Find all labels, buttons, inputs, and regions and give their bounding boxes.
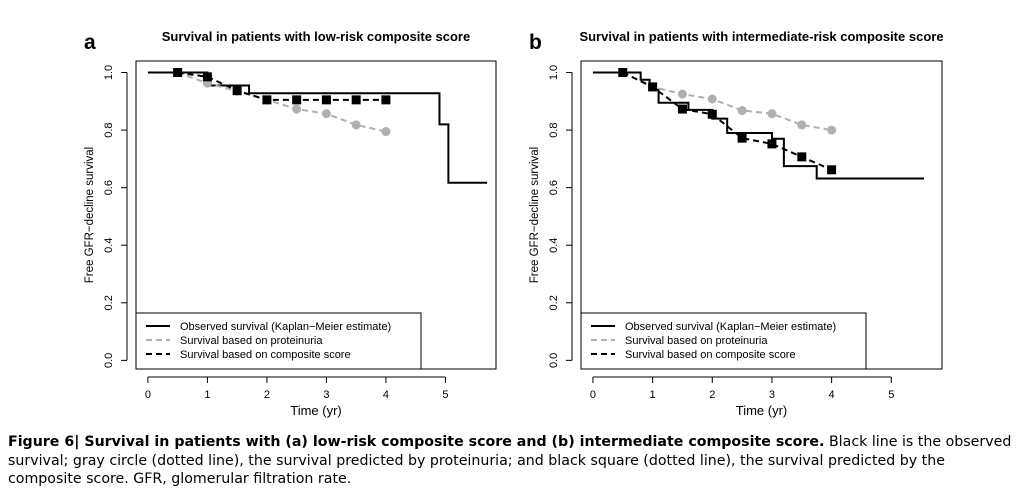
proteinuria-point <box>707 94 717 104</box>
x-tick-label: 0 <box>145 389 151 401</box>
y-axis-label: Free GFR−decline survival <box>529 147 541 283</box>
x-axis-label: Time (yr) <box>736 403 788 418</box>
figure-caption: Figure 6| Survival in patients with (a) … <box>8 433 1013 489</box>
proteinuria-point <box>737 106 747 116</box>
y-axis-label: Free GFR−decline survival <box>84 147 96 283</box>
x-axis-label: Time (yr) <box>290 403 342 418</box>
y-tick-label: 0.2 <box>548 295 560 310</box>
proteinuria-point <box>827 125 837 135</box>
legend-label: Survival based on proteinuria <box>625 335 768 347</box>
legend: Observed survival (Kaplan−Meier estimate… <box>580 312 867 370</box>
series-proteinuria-line <box>622 71 832 132</box>
x-tick-label: 4 <box>383 389 389 401</box>
composite-point <box>232 86 242 96</box>
composite-point <box>173 68 183 78</box>
composite-point <box>797 152 807 162</box>
series-composite-line <box>177 71 386 101</box>
y-tick-label: 0.6 <box>548 180 560 195</box>
proteinuria-point <box>381 127 391 137</box>
proteinuria-point <box>677 89 687 99</box>
y-tick-label: 0.0 <box>103 353 115 368</box>
x-tick-label: 1 <box>650 389 656 401</box>
proteinuria-point <box>767 109 777 119</box>
composite-point <box>321 95 331 105</box>
composite-point <box>677 104 687 114</box>
y-tick-label: 1.0 <box>548 65 560 80</box>
composite-point <box>827 165 837 175</box>
composite-point <box>707 109 717 119</box>
x-tick-label: 3 <box>769 389 775 401</box>
proteinuria-point <box>321 109 331 119</box>
composite-point <box>381 95 391 105</box>
legend-box <box>135 312 422 370</box>
y-tick-label: 0.0 <box>548 353 560 368</box>
composite-point <box>618 68 628 78</box>
x-tick-label: 5 <box>888 389 894 401</box>
legend-box <box>580 312 867 370</box>
x-tick-label: 5 <box>442 389 448 401</box>
y-tick-label: 0.4 <box>548 238 560 253</box>
x-tick-label: 2 <box>264 389 270 401</box>
chart-panel-b: b Survival in patients with intermediate-… <box>529 29 944 418</box>
legend-label: Survival based on composite score <box>625 349 796 361</box>
y-tick-label: 1.0 <box>103 65 115 80</box>
composite-point <box>737 133 747 143</box>
x-tick-label: 1 <box>204 389 210 401</box>
figure: a Survival in patients with low-risk comp… <box>84 29 944 418</box>
chart-title: Survival in patients with intermediate-r… <box>579 29 943 44</box>
series-observed-line <box>147 71 488 184</box>
x-tick-label: 2 <box>709 389 715 401</box>
legend-label: Survival based on proteinuria <box>180 335 323 347</box>
y-tick-label: 0.6 <box>103 180 115 195</box>
series-proteinuria-line <box>177 71 387 133</box>
composite-point <box>202 72 212 82</box>
y-tick-label: 0.8 <box>548 122 560 137</box>
legend-label: Observed survival (Kaplan−Meier estimate… <box>180 321 391 333</box>
y-tick-label: 0.4 <box>103 238 115 253</box>
x-tick-label: 3 <box>323 389 329 401</box>
panel-label: b <box>529 31 542 54</box>
caption-body: Black line is the observed survival; gra… <box>8 434 1012 487</box>
composite-point <box>292 95 302 105</box>
x-tick-label: 4 <box>829 389 835 401</box>
chart-panel-a: a Survival in patients with low-risk comp… <box>84 29 497 418</box>
chart-title: Survival in patients with low-risk compo… <box>162 29 470 44</box>
panel-label: a <box>84 31 96 54</box>
y-tick-label: 0.2 <box>103 295 115 310</box>
composite-point <box>351 95 361 105</box>
legend-label: Survival based on composite score <box>180 349 351 361</box>
composite-point <box>262 95 272 105</box>
legend-label: Observed survival (Kaplan−Meier estimate… <box>625 321 836 333</box>
x-tick-label: 0 <box>590 389 596 401</box>
legend: Observed survival (Kaplan−Meier estimate… <box>135 312 422 370</box>
caption-lead: Figure 6| Survival in patients with (a) … <box>8 434 825 450</box>
composite-point <box>648 82 658 92</box>
series-observed-line <box>592 71 925 180</box>
proteinuria-point <box>797 120 807 130</box>
y-tick-label: 0.8 <box>103 122 115 137</box>
proteinuria-point <box>351 120 361 130</box>
proteinuria-point <box>292 104 302 114</box>
composite-point <box>767 139 777 149</box>
